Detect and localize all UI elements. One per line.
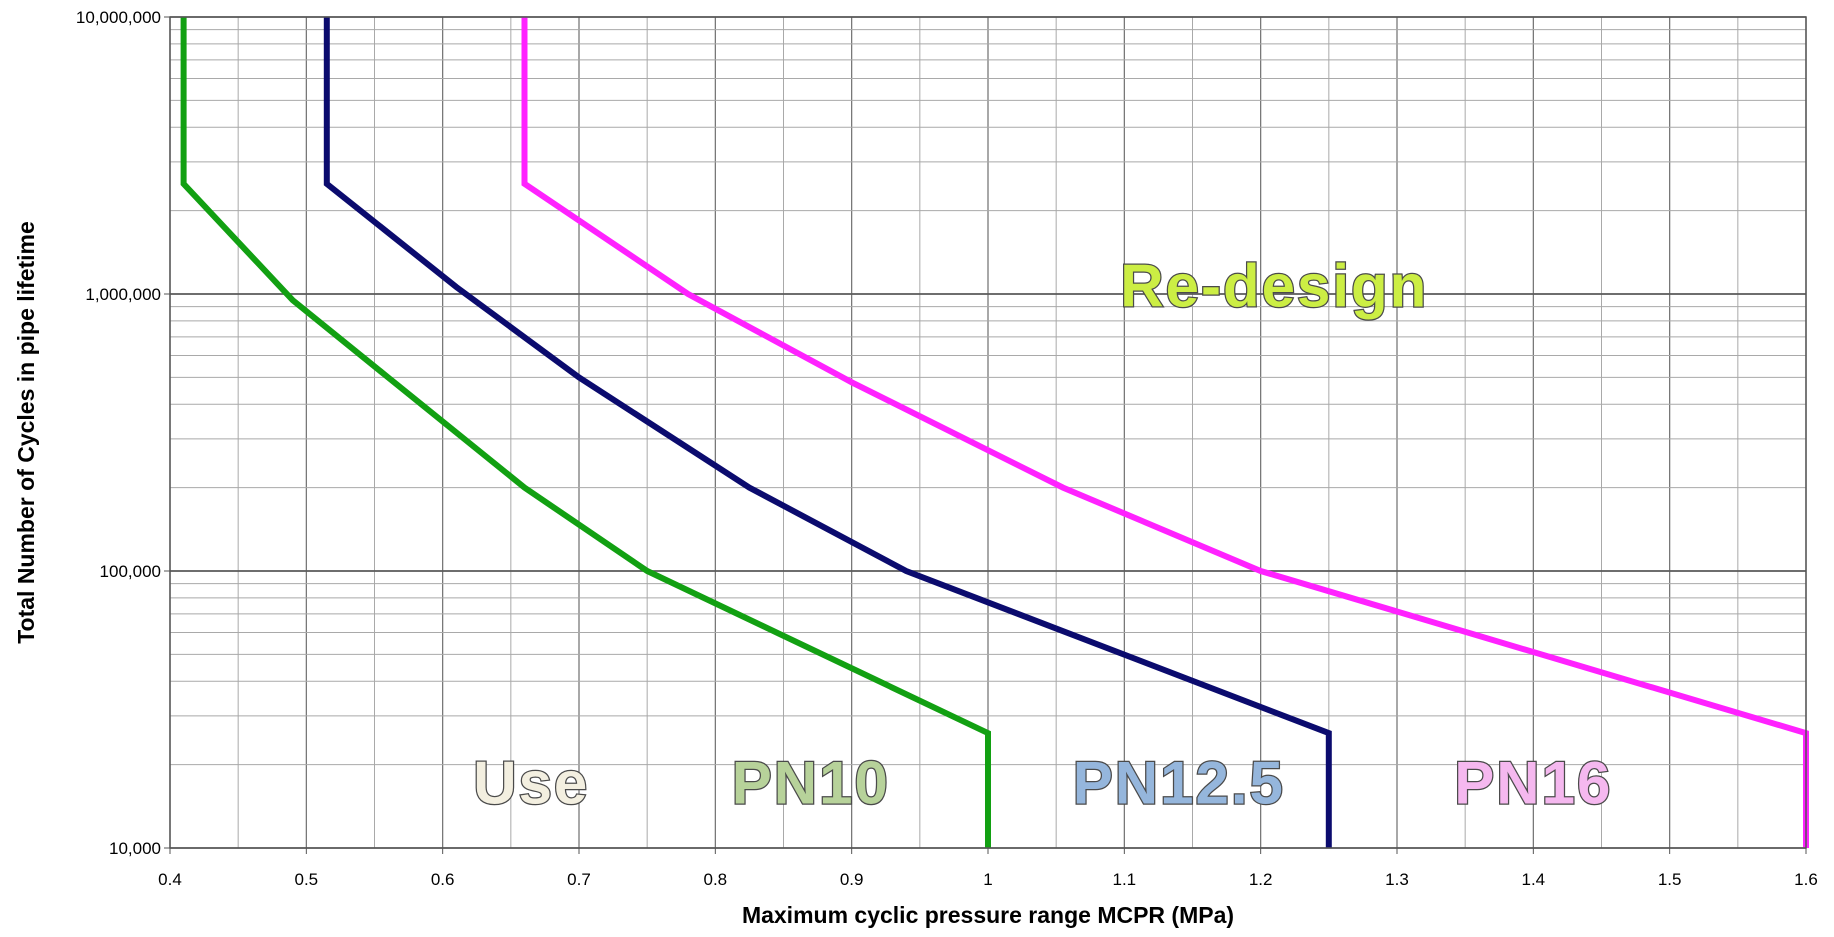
x-tick-label: 1.3 (1385, 870, 1409, 889)
x-tick-label: 0.5 (295, 870, 319, 889)
y-tick-label: 100,000 (100, 562, 161, 581)
x-axis-title: Maximum cyclic pressure range MCPR (MPa) (742, 902, 1234, 928)
x-tick-label: 0.4 (158, 870, 182, 889)
x-tick-label: 1.4 (1522, 870, 1546, 889)
region-label-4: PN12.5 (1073, 749, 1285, 816)
x-tick-label: 1.5 (1658, 870, 1682, 889)
region-label-2: Use (473, 749, 589, 816)
x-tick-label: 1 (983, 870, 992, 889)
series-lines (180, 17, 1809, 848)
y-tick-label: 10,000,000 (76, 8, 161, 27)
x-tick-label: 0.8 (704, 870, 728, 889)
x-tick-label: 0.9 (840, 870, 864, 889)
region-label-3: PN10 (732, 749, 890, 816)
series-line-2 (323, 17, 1332, 848)
x-tick-label: 1.1 (1113, 870, 1137, 889)
y-axis-tick-labels: 10,000 100,000 1,000,000 10,000,000 (76, 8, 170, 858)
grid-lines (169, 16, 1807, 849)
x-tick-label: 0.6 (431, 870, 455, 889)
region-annotations: Re-design Use PN10 PN12.5 PN16 (472, 251, 1612, 817)
region-label-5: PN16 (1454, 749, 1612, 816)
x-axis-tick-labels: 0.4 0.5 0.6 0.7 0.8 0.9 1 1.1 1.2 1.3 1.4 1.5 1.6 (158, 848, 1818, 889)
x-tick-label: 1.6 (1794, 870, 1818, 889)
series-line-3 (521, 17, 1809, 848)
y-tick-label: 1,000,000 (85, 285, 161, 304)
y-tick-label: 10,000 (109, 839, 161, 858)
region-label-1: Re-design (1120, 253, 1428, 320)
series-line-1 (180, 17, 991, 848)
x-tick-label: 1.2 (1249, 870, 1273, 889)
x-tick-label: 0.7 (567, 870, 591, 889)
y-axis-title: Total Number of Cycles in pipe lifetime (13, 221, 39, 644)
